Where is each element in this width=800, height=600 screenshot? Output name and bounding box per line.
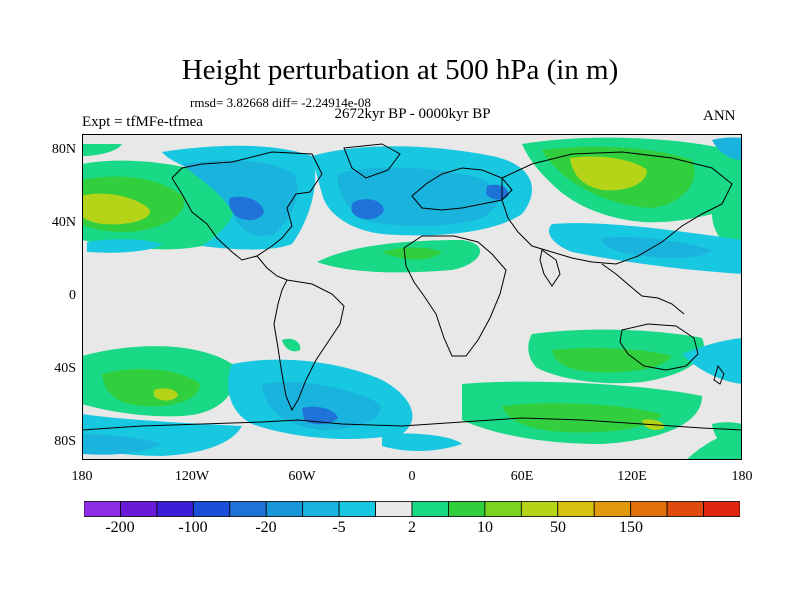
positive-region xyxy=(552,348,672,373)
colorbar-box xyxy=(156,501,194,517)
lon-label: 60W xyxy=(288,469,316,484)
colorbar xyxy=(83,501,741,522)
season-label: ANN xyxy=(703,108,736,124)
experiment-label: Expt = tfMFe-tfmea xyxy=(82,114,203,130)
colorbar-box xyxy=(484,501,522,517)
negative-region xyxy=(602,236,712,259)
positive-region xyxy=(282,338,301,352)
new-zealand-coast xyxy=(713,364,725,385)
lon-label: 60E xyxy=(510,469,534,484)
coastlines xyxy=(82,143,742,431)
colorbar-box xyxy=(83,501,121,517)
colorbar-box xyxy=(375,501,413,517)
negative-region xyxy=(229,196,264,221)
lat-label: 40N xyxy=(51,215,76,230)
positive-region xyxy=(82,144,122,156)
colorbar-box xyxy=(265,501,304,517)
antarctica-coast xyxy=(82,417,742,431)
europe-coast xyxy=(411,167,513,211)
colorbar-box xyxy=(630,501,668,517)
colorbar-boxes xyxy=(83,501,741,517)
stats-line: rmsd= 3.82668 diff= -2.24914e-08 xyxy=(190,95,371,110)
colorbar-box xyxy=(411,501,449,517)
colorbar-box xyxy=(593,501,632,517)
colorbar-box xyxy=(448,501,486,517)
colorbar-label: -200 xyxy=(105,519,135,536)
india-coast xyxy=(539,249,561,287)
negative-region xyxy=(302,406,338,425)
negative-region xyxy=(351,199,384,220)
colorbar-box xyxy=(557,501,595,517)
lat-label: 40S xyxy=(54,361,76,376)
colorbar-box xyxy=(120,501,158,517)
period-label: 2672kyr BP - 0000kyr BP xyxy=(334,106,491,122)
colorbar-box xyxy=(302,501,340,517)
southeast-asia-coast xyxy=(601,263,685,315)
australia-coast xyxy=(619,323,699,371)
positive-region xyxy=(154,388,178,401)
map-title: Height perturbation at 500 hPa (in m) xyxy=(181,54,619,86)
positive-region xyxy=(82,193,151,225)
colorbar-label: -5 xyxy=(332,519,346,536)
lat-label: 80N xyxy=(51,142,76,157)
colorbar-label: 2 xyxy=(408,519,416,536)
positive-region xyxy=(570,156,647,191)
colorbar-label: 150 xyxy=(619,519,643,536)
negative-region xyxy=(87,239,162,253)
negative-region xyxy=(382,433,462,451)
lon-label: 180 xyxy=(731,469,753,484)
lon-label: 120E xyxy=(617,469,647,484)
lat-label: 80S xyxy=(54,434,76,449)
negative-region xyxy=(486,184,509,200)
colorbar-box xyxy=(338,501,376,517)
lon-label: 120W xyxy=(174,469,210,484)
positive-region xyxy=(502,403,662,433)
lat-label: 0 xyxy=(69,288,76,303)
colorbar-label: -100 xyxy=(178,519,208,536)
colorbar-box xyxy=(703,501,741,517)
africa-coast xyxy=(403,235,507,357)
colorbar-label: 50 xyxy=(550,519,566,536)
negative-region xyxy=(82,434,162,455)
lon-label: 180 xyxy=(71,469,93,484)
colorbar-box xyxy=(666,501,704,517)
contour-map xyxy=(76,134,743,466)
south-america-coast xyxy=(273,279,345,412)
colorbar-box xyxy=(192,501,231,517)
lon-label: 0 xyxy=(408,469,416,484)
central-america-coast xyxy=(256,255,288,281)
north-america-coast xyxy=(171,151,323,261)
positive-region xyxy=(382,247,442,260)
map-border xyxy=(82,134,742,460)
colorbar-box xyxy=(520,501,559,517)
asia-coast xyxy=(501,151,733,265)
colorbar-label: -20 xyxy=(255,519,277,536)
positive-region xyxy=(686,430,742,460)
greenland-coast xyxy=(343,143,401,179)
negative-region xyxy=(262,382,381,430)
negative-region xyxy=(712,137,742,160)
map-panel xyxy=(76,134,743,466)
colorbar-label: 10 xyxy=(477,519,493,536)
colorbar-box xyxy=(229,501,267,517)
